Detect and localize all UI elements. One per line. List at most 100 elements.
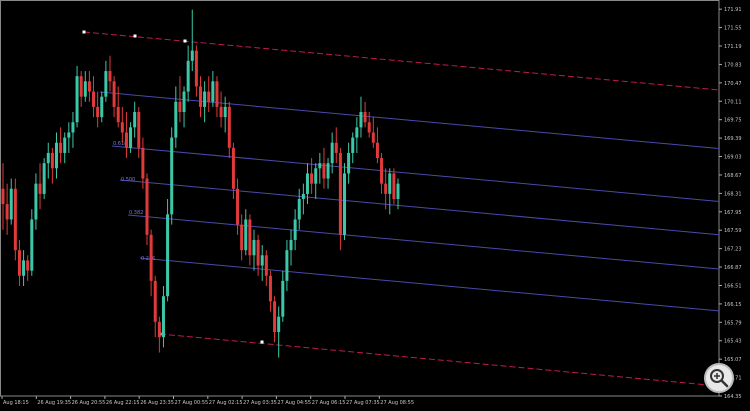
candle-body-26 — [108, 71, 112, 82]
candle-body-53 — [219, 106, 223, 118]
x-tick-label-3: 26 Aug 22:15 — [106, 400, 140, 406]
y-tick-label-4: 170.47 — [724, 81, 742, 87]
fib-label-0: 0.618 — [113, 141, 127, 147]
candle-body-25 — [104, 71, 108, 97]
candle-body-18 — [75, 76, 79, 123]
candle-body-16 — [67, 132, 71, 138]
candle-body-58 — [240, 224, 244, 251]
y-tick-label-16: 166.15 — [724, 302, 742, 308]
candle-body-6 — [26, 260, 30, 271]
candle-body-19 — [79, 76, 83, 97]
fib-line-1 — [111, 145, 720, 202]
candle-body-74 — [305, 173, 309, 194]
candle-body-43 — [178, 101, 182, 113]
candle-body-42 — [174, 101, 178, 138]
fib-line-0 — [99, 91, 720, 150]
candle-body-71 — [293, 219, 297, 240]
candle-body-51 — [211, 81, 215, 102]
candle-body-24 — [100, 96, 104, 118]
candle-body-70 — [289, 239, 293, 251]
candle-body-5 — [22, 260, 26, 276]
x-tick-label-0: Aug 18:15 — [3, 400, 29, 406]
x-tick-label-5: 27 Aug 00:55 — [175, 400, 209, 406]
candle-body-79 — [326, 163, 330, 179]
candle-body-32 — [133, 112, 137, 128]
candle-body-14 — [59, 142, 63, 153]
candle-body-77 — [318, 163, 322, 169]
y-tick-label-15: 166.51 — [724, 283, 742, 289]
candle-body-52 — [215, 81, 219, 107]
candle-body-35 — [145, 178, 149, 235]
candle-body-83 — [343, 173, 347, 235]
fib-label-2: 0.382 — [129, 210, 143, 216]
candle-body-11 — [46, 152, 50, 164]
candle-body-7 — [30, 219, 34, 271]
y-tick-label-7: 169.39 — [724, 136, 742, 142]
zoom-button[interactable] — [704, 363, 734, 393]
candle-body-30 — [124, 132, 128, 148]
candle-body-56 — [231, 147, 235, 189]
x-tick-label-2: 26 Aug 20:55 — [72, 400, 106, 406]
candle-body-67 — [277, 316, 281, 333]
candle-body-33 — [137, 112, 141, 148]
y-tick-label-0: 171.91 — [724, 7, 742, 13]
candle-body-2 — [9, 188, 13, 220]
anchor-point-2 — [183, 39, 187, 43]
y-tick-label-1: 171.55 — [724, 26, 742, 32]
candle-body-73 — [301, 193, 305, 199]
candle-body-31 — [129, 127, 133, 148]
candle-body-27 — [112, 81, 116, 107]
candle-body-13 — [54, 142, 58, 169]
candle-body-54 — [223, 106, 227, 118]
fib-label-3: 0.236 — [141, 256, 155, 262]
candle-body-37 — [153, 280, 157, 322]
anchor-point-4 — [260, 340, 264, 344]
candle-body-20 — [83, 81, 87, 97]
candle-body-36 — [149, 234, 153, 281]
candle-body-68 — [281, 280, 285, 317]
y-tick-label-3: 170.83 — [724, 62, 742, 68]
fib-label-1: 0.500 — [121, 177, 135, 183]
candle-body-89 — [367, 122, 371, 133]
candle-body-61 — [252, 239, 256, 256]
x-tick-label-6: 27 Aug 02:15 — [209, 400, 243, 406]
y-tick-label-6: 169.75 — [724, 118, 742, 124]
candle-body-91 — [375, 142, 379, 159]
candle-body-87 — [359, 112, 363, 128]
candle-body-92 — [380, 158, 384, 184]
fib-line-2 — [119, 179, 720, 236]
candle-body-23 — [96, 106, 100, 118]
x-tick-label-11: 27 Aug 08:55 — [380, 400, 414, 406]
anchor-point-0 — [82, 30, 86, 34]
candle-body-41 — [170, 137, 174, 215]
fib-line-3 — [127, 214, 720, 270]
candle-body-22 — [92, 91, 96, 107]
x-tick-label-9: 27 Aug 06:15 — [312, 400, 346, 406]
candle-body-78 — [322, 163, 326, 179]
candle-body-55 — [227, 106, 231, 148]
candle-body-50 — [207, 91, 211, 102]
candle-body-63 — [260, 255, 264, 266]
magnifier-plus-icon — [710, 369, 729, 388]
y-tick-label-18: 165.43 — [724, 339, 742, 345]
candle-body-21 — [87, 81, 91, 92]
candle-body-96 — [396, 183, 400, 199]
candle-body-94 — [388, 173, 392, 194]
candle-body-93 — [384, 183, 388, 194]
candle-body-15 — [63, 137, 67, 153]
candle-body-48 — [199, 86, 202, 107]
candle-body-69 — [285, 250, 289, 281]
candle-body-28 — [116, 106, 120, 123]
x-tick-label-7: 27 Aug 03:35 — [243, 400, 277, 406]
y-tick-label-11: 167.95 — [724, 210, 742, 216]
candle-body-8 — [34, 183, 38, 220]
candle-body-45 — [186, 60, 190, 92]
y-tick-label-14: 166.87 — [724, 265, 742, 271]
y-tick-label-19: 165.07 — [724, 357, 742, 363]
candle-body-90 — [371, 132, 375, 143]
channel-upper-line — [83, 31, 720, 91]
candle-body-88 — [363, 112, 367, 123]
y-tick-label-21: 164.35 — [724, 394, 742, 400]
